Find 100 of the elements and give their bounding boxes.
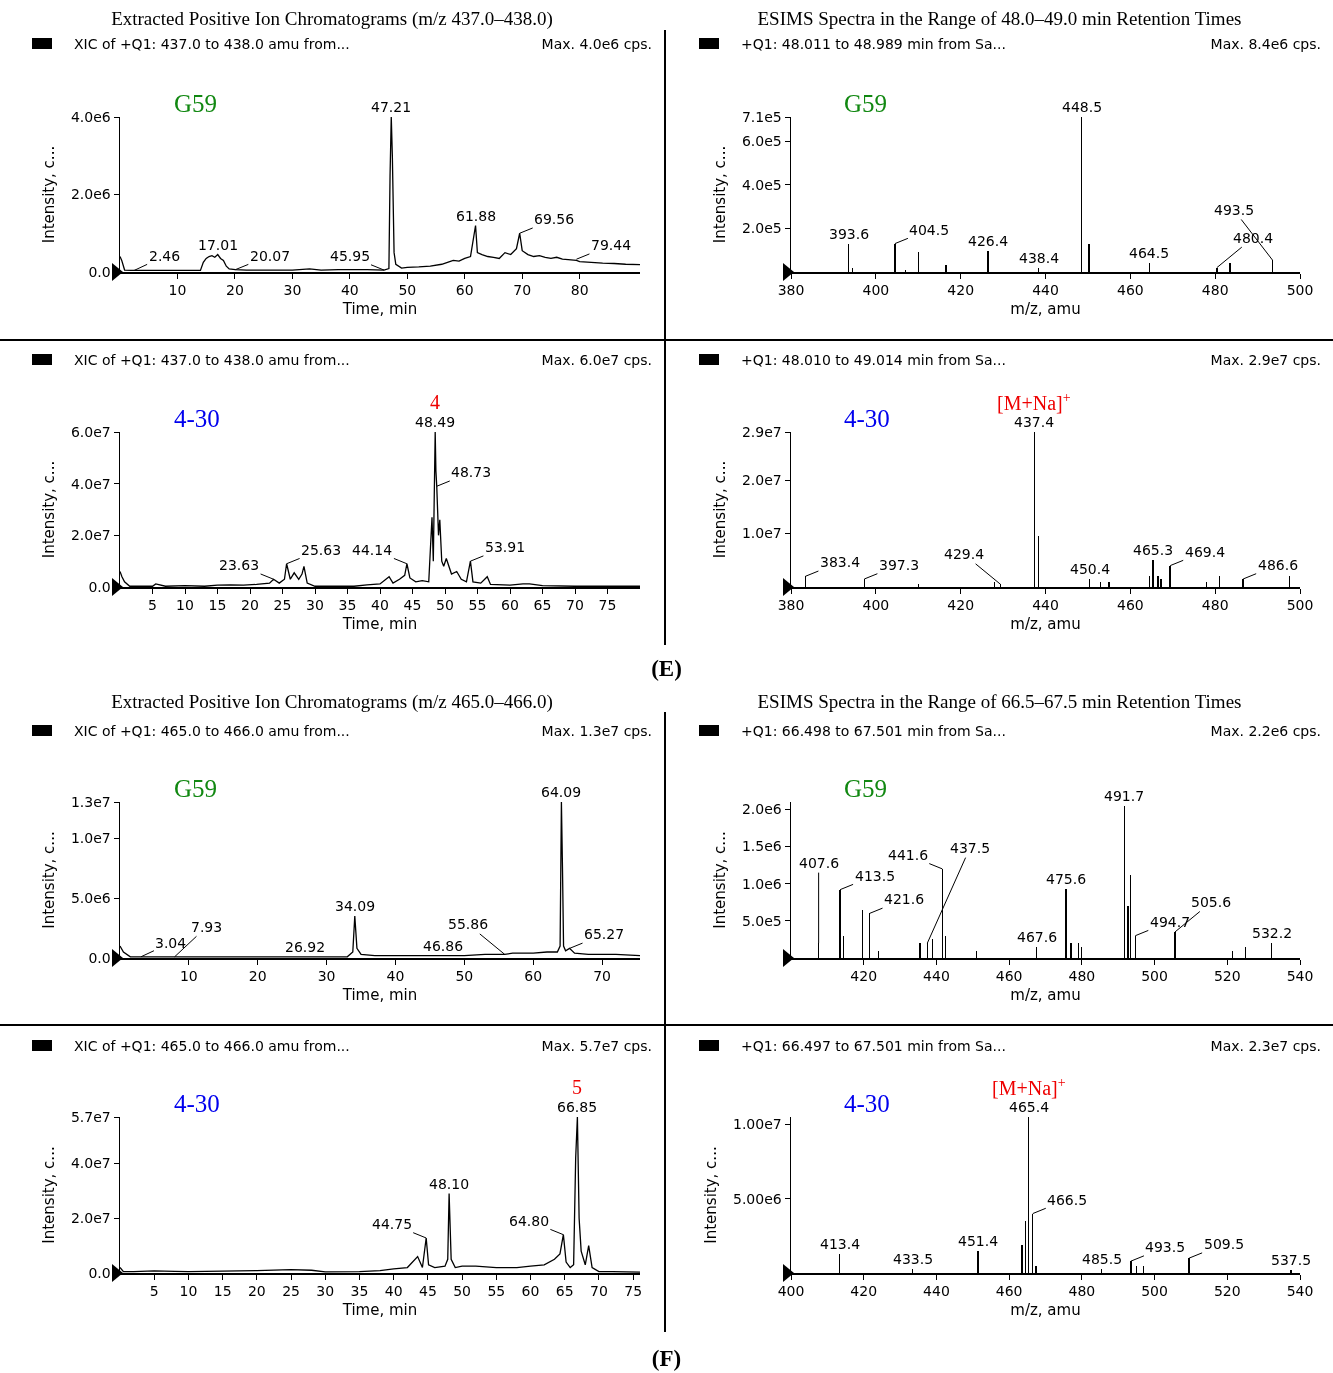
y-tick-label: 0.0 bbox=[88, 949, 111, 966]
x-tick-label: 65 bbox=[555, 1283, 574, 1300]
y-tick-label: 4.0e7 bbox=[70, 1155, 111, 1172]
text: Max. 4.0e6 cps. bbox=[541, 36, 652, 52]
annotation: 2.46 bbox=[149, 248, 181, 264]
x-tick-label: 45 bbox=[403, 597, 422, 614]
x-tick-label: 15 bbox=[213, 1283, 232, 1300]
x-tick-label: 55 bbox=[468, 597, 487, 614]
y-tick-label: 4.0e6 bbox=[70, 108, 111, 125]
annotation: 429.4 bbox=[944, 546, 985, 562]
y-tick-label: 2.0e7 bbox=[70, 1210, 111, 1227]
annotation: 466.5 bbox=[1047, 1192, 1088, 1208]
annotation: 451.4 bbox=[958, 1233, 999, 1249]
annotation: 17.01 bbox=[198, 237, 239, 253]
x-tick-label: 80 bbox=[570, 282, 589, 299]
x-tick-label: 460 bbox=[995, 968, 1023, 985]
chart-subtitle: +Q1: 66.498 to 67.501 min from Sa... bbox=[741, 723, 1006, 739]
annotation: 393.6 bbox=[829, 226, 870, 242]
x-tick-label: 540 bbox=[1286, 1283, 1314, 1300]
y-axis-title: Intensity, c... bbox=[711, 831, 730, 929]
x-tick-label: 30 bbox=[316, 1283, 335, 1300]
chart-subtitle: XIC of +Q1: 465.0 to 466.0 amu from... bbox=[74, 1038, 350, 1054]
x-tick-label: 20 bbox=[247, 1283, 266, 1300]
x-tick-label: 30 bbox=[283, 282, 302, 299]
annotation: 48.49 bbox=[415, 414, 456, 430]
x-tick-label: 400 bbox=[862, 597, 890, 614]
y-axis-title: Intensity, c... bbox=[711, 460, 730, 559]
annotation: 509.5 bbox=[1204, 1236, 1245, 1252]
annotation: 26.92 bbox=[285, 939, 326, 955]
x-tick-label: 60 bbox=[501, 597, 519, 614]
x-axis-title: m/z, amu bbox=[1010, 1301, 1081, 1320]
x-tick-label: 25 bbox=[282, 1283, 300, 1300]
x-tick-label: 480 bbox=[1068, 1283, 1096, 1300]
annotation: 44.75 bbox=[372, 1216, 413, 1232]
annotation: 493.5 bbox=[1214, 202, 1255, 218]
x-tick-label: 5 bbox=[148, 597, 157, 614]
x-tick-label: 60 bbox=[455, 282, 474, 299]
y-tick-label: 2.0e6 bbox=[741, 801, 782, 818]
y-tick-label: 0.0 bbox=[88, 263, 111, 280]
annotation: 426.4 bbox=[968, 233, 1009, 249]
annotation: 46.86 bbox=[423, 938, 464, 954]
text: (F) bbox=[650, 1346, 683, 1372]
x-axis-title: m/z, amu bbox=[1010, 615, 1081, 634]
y-tick-label: 4.0e5 bbox=[741, 176, 782, 193]
x-tick-label: 35 bbox=[350, 1283, 369, 1300]
annotation: 64.09 bbox=[541, 784, 582, 800]
x-tick-label: 380 bbox=[777, 597, 805, 614]
x-tick-label: 480 bbox=[1201, 282, 1229, 299]
annotation: 397.3 bbox=[879, 557, 920, 573]
x-tick-label: 70 bbox=[590, 1283, 608, 1300]
x-tick-label: 420 bbox=[850, 968, 878, 985]
x-axis-title: Time, min bbox=[341, 300, 418, 319]
y-tick-label: 2.0e7 bbox=[741, 472, 782, 488]
annotation: [M+Na]$^{+}$ bbox=[992, 1075, 1066, 1100]
annotation: 47.21 bbox=[371, 99, 412, 115]
x-axis-title: m/z, amu bbox=[1010, 986, 1081, 1005]
x-axis-title: m/z, amu bbox=[1010, 300, 1081, 319]
text: Max. 6.0e7 cps. bbox=[541, 352, 652, 368]
chart-subtitle: XIC of +Q1: 465.0 to 466.0 amu from... bbox=[74, 723, 350, 739]
y-tick-label: 5.0e6 bbox=[70, 889, 111, 906]
y-tick-label: 2.9e7 bbox=[741, 423, 782, 440]
x-tick-label: 50 bbox=[455, 968, 474, 985]
x-tick-label: 30 bbox=[317, 968, 336, 985]
x-axis-title: Time, min bbox=[341, 986, 418, 1005]
x-tick-label: 65 bbox=[533, 597, 552, 614]
x-tick-label: 20 bbox=[248, 968, 267, 985]
x-tick-label: 500 bbox=[1286, 282, 1314, 299]
annotation: 433.5 bbox=[893, 1251, 934, 1267]
x-tick-label: 420 bbox=[947, 282, 975, 299]
annotation: 486.6 bbox=[1258, 557, 1299, 573]
annotation: 4 bbox=[430, 391, 440, 413]
y-tick-label: 5.7e7 bbox=[70, 1108, 111, 1125]
y-tick-label: 2.0e5 bbox=[741, 220, 782, 237]
x-tick-label: 500 bbox=[1141, 968, 1168, 985]
y-tick-label: 6.0e7 bbox=[70, 423, 111, 440]
x-tick-label: 440 bbox=[1032, 597, 1059, 614]
x-tick-label: 75 bbox=[624, 1283, 643, 1300]
annotation: 465.3 bbox=[1133, 542, 1174, 558]
annotation: 20.07 bbox=[250, 248, 291, 264]
annotation: 437.4 bbox=[1014, 414, 1055, 430]
x-tick-label: 480 bbox=[1068, 968, 1096, 985]
annotation: 25.63 bbox=[301, 542, 342, 558]
annotation: 537.5 bbox=[1271, 1252, 1312, 1268]
y-tick-label: 0.0 bbox=[88, 578, 111, 595]
text: Max. 5.7e7 cps. bbox=[541, 1038, 652, 1054]
y-tick-label: 0.0 bbox=[88, 1264, 111, 1281]
text: Max. 8.4e6 cps. bbox=[1210, 36, 1321, 52]
text: Max. 2.9e7 cps. bbox=[1210, 352, 1321, 368]
chart-subtitle: XIC of +Q1: 437.0 to 438.0 amu from... bbox=[74, 36, 350, 52]
annotation: 491.7 bbox=[1104, 788, 1145, 804]
y-tick-label: 1.0e6 bbox=[741, 875, 782, 892]
y-tick-label: 2.0e7 bbox=[70, 527, 111, 544]
x-tick-label: 520 bbox=[1213, 1283, 1241, 1300]
x-tick-label: 25 bbox=[273, 597, 292, 614]
x-tick-label: 420 bbox=[850, 1283, 878, 1300]
y-tick-label: 1.3e7 bbox=[70, 793, 111, 810]
y-tick-label: 2.0e6 bbox=[70, 186, 111, 203]
x-tick-label: 45 bbox=[418, 1283, 437, 1300]
x-tick-label: 40 bbox=[386, 968, 405, 985]
annotation: 69.56 bbox=[534, 211, 575, 227]
